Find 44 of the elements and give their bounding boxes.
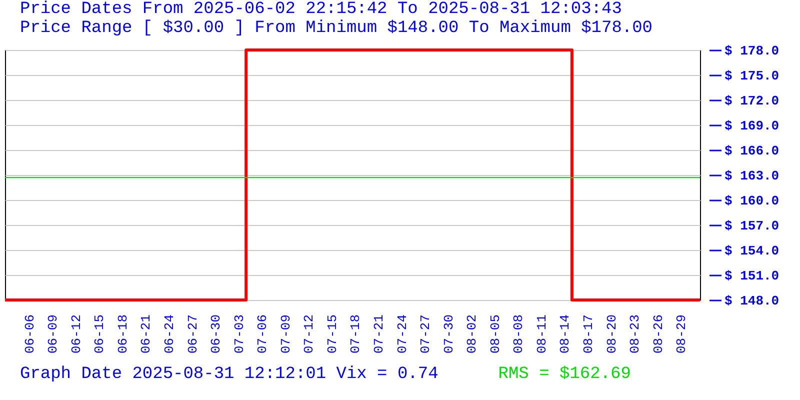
x-tick-label: 08-23 [628,314,643,354]
x-tick-label: 07-21 [371,314,386,354]
x-tick-label: 07-18 [348,314,364,354]
x-tick-label: 06-12 [68,314,84,354]
y-tick-label: $ 160.0 [724,194,780,208]
x-tick-label: 08-14 [558,314,573,354]
x-tick-label: 07-06 [255,314,270,354]
x-tick-label: 07-24 [394,314,410,354]
y-tick-label: $ 148.0 [724,294,780,308]
text: Graph Date 2025-08-31 12:12:01 Vix = 0.74 [20,365,438,384]
x-tick-label: 07-15 [324,314,340,354]
y-tick-label: $ 172.0 [724,94,780,108]
x-tick-label: 06-27 [185,314,200,354]
x-tick-label: 08-17 [580,314,596,354]
y-tick-label: $ 178.0 [724,44,780,58]
x-tick-label: 07-09 [278,314,294,354]
y-tick-label: $ 175.0 [724,68,780,84]
y-tick-label: $ 154.0 [724,244,780,258]
y-tick-label: $ 166.0 [724,144,780,158]
x-tick-label: 06-30 [208,314,224,354]
x-tick-label: 08-20 [604,314,620,354]
x-tick-label: 08-08 [511,314,526,354]
x-tick-label: 06-18 [115,314,130,354]
x-tick-label: 07-27 [418,314,434,354]
x-tick-label: 08-05 [488,314,503,354]
y-tick-label: $ 157.0 [724,218,780,234]
x-tick-label: 06-24 [162,314,177,354]
x-tick-label: 07-03 [232,314,247,354]
x-tick-label: 08-26 [650,314,666,354]
y-tick-label: $ 169.0 [724,118,780,134]
chart-subtitle: Price Range [ $30.00 ] From Minimum $148.00 To Maximum $178.00 [20,19,653,38]
x-tick-label: 06-06 [22,314,38,354]
x-tick-label: 08-29 [674,314,690,354]
x-tick-label: 07-12 [302,314,317,354]
ref-line-label: RMS = $162.69 [498,365,631,384]
x-tick-label: 08-02 [464,314,480,354]
y-tick-label: $ 163.0 [724,168,780,184]
x-tick-label: 08-11 [534,314,550,354]
y-tick-label: $ 151.0 [724,268,780,284]
x-tick-label: 06-09 [46,314,61,354]
x-tick-label: 06-15 [92,314,108,354]
chart-title: Price Dates From 2025-06-02 22:15:42 To 2025-08-31 12:03:43 [20,0,622,19]
x-tick-label: 07-30 [441,314,456,354]
x-tick-label: 06-21 [138,314,154,354]
